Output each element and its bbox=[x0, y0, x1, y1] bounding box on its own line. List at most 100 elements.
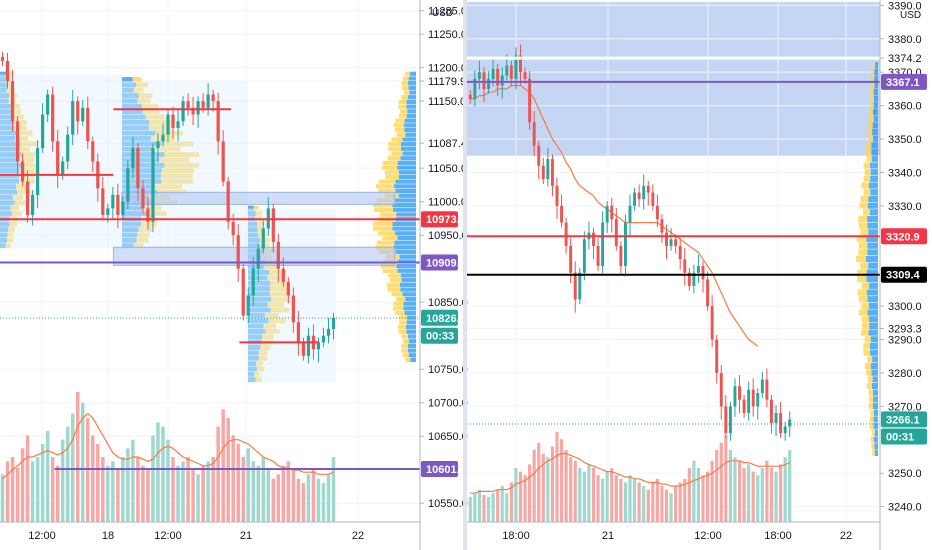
profile-bin bbox=[871, 82, 875, 89]
profile-bin bbox=[403, 301, 416, 306]
volume-bar bbox=[486, 496, 491, 522]
profile-bin bbox=[395, 118, 405, 123]
price-tick-label: 10850.0 bbox=[428, 297, 468, 309]
profile-bin bbox=[382, 160, 398, 166]
panel-separator[interactable] bbox=[463, 0, 467, 550]
profile-bin bbox=[868, 182, 878, 189]
price-tick-label: 11000.0 bbox=[428, 197, 467, 209]
volume-bar bbox=[774, 471, 778, 522]
candle-body bbox=[301, 342, 306, 356]
right-time-axis[interactable]: 18:00 21 12:00 18:00 22 bbox=[467, 521, 880, 542]
profile-bin bbox=[400, 287, 416, 292]
profile-bin bbox=[255, 377, 262, 383]
price-tag-badge[interactable] bbox=[421, 461, 458, 478]
profile-bin bbox=[148, 125, 171, 131]
profile-bin bbox=[857, 289, 867, 296]
volume-bar bbox=[0, 474, 5, 522]
candle-body bbox=[765, 379, 769, 400]
profile-bin bbox=[374, 207, 393, 212]
price-tag-badge[interactable] bbox=[881, 266, 927, 283]
volume-bar bbox=[778, 464, 783, 522]
price-tick-label: 11285.0 bbox=[428, 6, 467, 18]
candle-body bbox=[473, 78, 477, 99]
profile-bin bbox=[248, 350, 259, 356]
candle-body bbox=[256, 248, 260, 269]
price-tag-badge[interactable] bbox=[881, 411, 927, 428]
volume-bar bbox=[296, 478, 301, 522]
volume-bar bbox=[141, 465, 145, 522]
profile-bin bbox=[6, 87, 12, 93]
profile-bin bbox=[866, 382, 872, 390]
profile-bin bbox=[404, 310, 416, 316]
price-tag-badge[interactable] bbox=[881, 73, 927, 90]
volume-bar bbox=[719, 442, 723, 522]
candle-body bbox=[51, 94, 55, 142]
candle-body bbox=[692, 272, 696, 287]
profile-bin bbox=[387, 287, 401, 292]
profile-bin bbox=[872, 128, 878, 136]
profile-bin bbox=[0, 157, 19, 163]
profile-bin bbox=[0, 200, 15, 206]
right-horizontal-lines[interactable] bbox=[467, 56, 880, 276]
price-tag-badge[interactable] bbox=[881, 228, 927, 245]
profile-bin bbox=[870, 88, 874, 96]
price-zone-rect[interactable] bbox=[467, 2, 880, 156]
candle-body bbox=[81, 107, 85, 122]
price-tick-label: 11200.0 bbox=[428, 63, 467, 75]
profile-bin bbox=[398, 320, 407, 325]
volume-bar bbox=[106, 465, 110, 522]
volume-bar bbox=[70, 413, 75, 522]
volume-bar bbox=[191, 470, 195, 522]
volume-bar bbox=[582, 471, 586, 522]
price-tag-badge[interactable] bbox=[421, 327, 458, 344]
candle-body bbox=[651, 192, 655, 206]
price-zone-rect[interactable] bbox=[112, 246, 396, 266]
profile-bin bbox=[136, 237, 149, 243]
candle-body bbox=[211, 94, 215, 102]
price-tag-badge[interactable] bbox=[421, 309, 458, 326]
profile-bin bbox=[866, 289, 878, 296]
profile-bin bbox=[397, 160, 416, 166]
profile-bin bbox=[874, 75, 878, 82]
profile-bin bbox=[873, 436, 878, 443]
volume-bar bbox=[724, 435, 728, 522]
volume-bar bbox=[765, 460, 769, 522]
volume-bar bbox=[760, 468, 764, 522]
profile-bin bbox=[7, 237, 14, 243]
right-chart-panel[interactable]: 3390.03380.03374.23370.03360.03350.03340… bbox=[467, 0, 932, 550]
volume-bar bbox=[251, 461, 256, 522]
volume-bar bbox=[528, 464, 532, 522]
candle-body bbox=[30, 194, 35, 216]
profile-bin bbox=[403, 90, 410, 95]
right-volume-profile bbox=[856, 62, 878, 457]
right-price-axis[interactable]: 3390.03380.03374.23370.03360.03350.03340… bbox=[879, 0, 932, 550]
volume-bar bbox=[126, 448, 130, 522]
profile-bin bbox=[0, 221, 10, 227]
profile-bin bbox=[392, 226, 416, 231]
volume-bar bbox=[523, 475, 527, 522]
profile-bin bbox=[398, 329, 407, 334]
left-horizontal-lines[interactable] bbox=[0, 108, 420, 471]
profile-bin bbox=[870, 436, 874, 443]
profile-bin bbox=[248, 361, 257, 367]
volume-bar bbox=[505, 493, 509, 522]
profile-bin bbox=[869, 282, 878, 289]
price-zone-rect[interactable] bbox=[121, 191, 396, 205]
volume-bar bbox=[45, 431, 50, 522]
price-tag-badge[interactable] bbox=[421, 254, 458, 271]
profile-session-bg bbox=[122, 81, 248, 249]
price-tag-badge[interactable] bbox=[421, 211, 458, 228]
price-tag-badge[interactable] bbox=[881, 428, 927, 445]
profile-bin bbox=[401, 95, 408, 100]
profile-bin bbox=[858, 215, 868, 223]
profile-bin bbox=[161, 141, 194, 147]
price-tick-label: 10750.0 bbox=[428, 364, 468, 376]
profile-bin bbox=[12, 114, 24, 120]
profile-bin bbox=[0, 146, 17, 152]
left-time-axis[interactable]: 12:00 18 12:00 21 22 bbox=[0, 521, 420, 542]
candle-body bbox=[514, 55, 518, 79]
price-tick-label: 3280.0 bbox=[888, 368, 922, 380]
profile-bin bbox=[868, 122, 873, 129]
